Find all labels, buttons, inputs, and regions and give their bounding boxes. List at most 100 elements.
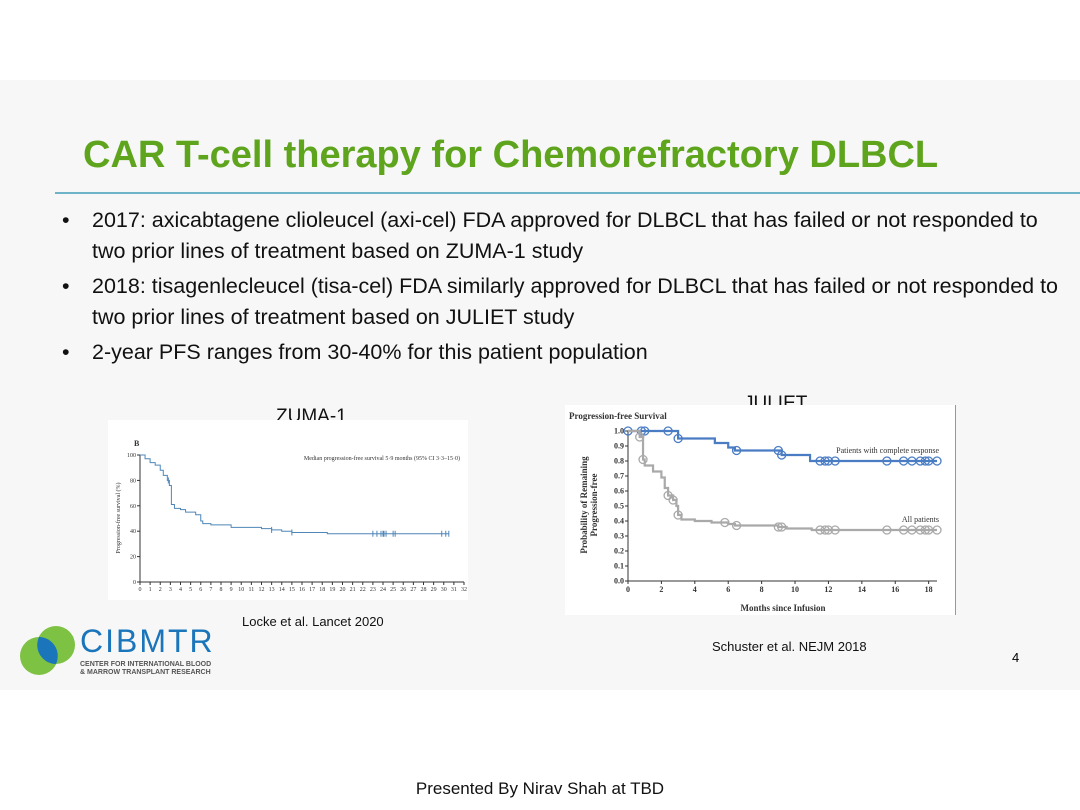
x-tick-label: 8	[760, 585, 764, 594]
censor-mark	[668, 495, 678, 505]
chart-annotation: Median progression-free survival 5·9 mon…	[304, 455, 460, 462]
x-tick-label: 28	[421, 587, 427, 593]
y-tick-label: 1.0	[614, 427, 624, 436]
juliet-chart: 0 2 4 6 8 10 12 14 16 18 0.0 0.1 0.2 0.3 0.4 0.5 0.6 0.7 0…	[565, 405, 955, 615]
x-tick-label: 6	[199, 587, 202, 593]
bullet-item: 2-year PFS ranges from 30-40% for this p…	[62, 337, 1062, 368]
logo-name: CIBMTR	[80, 623, 215, 659]
x-tick-label: 18	[319, 587, 325, 593]
censor-mark	[823, 456, 834, 466]
censor-mark	[882, 525, 892, 535]
logo-tagline: CENTER FOR INTERNATIONAL BLOOD	[80, 661, 212, 668]
x-tick-label: 3	[169, 587, 172, 593]
x-tick-label: 4	[179, 587, 182, 593]
y-tick-label: 0.2	[614, 547, 624, 556]
x-tick-label: 18	[925, 585, 933, 594]
censor-mark	[830, 456, 840, 466]
censor-mark	[638, 454, 648, 465]
y-tick-label: 0.5	[614, 502, 624, 511]
x-tick-label: 30	[441, 587, 447, 593]
zuma-chart: 0 1 2 3 4 5 6 7 8 9 10 11 12 13 14 15 16 17 18 19 20 21 22 23 24…	[108, 420, 468, 600]
x-tick-label: 1	[149, 587, 152, 593]
y-tick-label: 0.9	[614, 442, 624, 451]
km-curve	[628, 429, 937, 532]
censor-mark	[635, 432, 645, 442]
logo-tagline: & MARROW TRANSPLANT RESEARCH	[80, 669, 211, 676]
y-tick-label: 40	[130, 529, 136, 535]
x-tick-label: 9	[230, 587, 233, 593]
zuma-citation: Locke et al. Lancet 2020	[242, 614, 384, 629]
footer-text: Presented By Nirav Shah at TBD	[415, 779, 665, 798]
x-tick-label: 12	[259, 587, 265, 593]
x-tick-label: 11	[248, 587, 254, 593]
logo-circles-icon	[20, 626, 75, 675]
y-axis-label: Progression-free	[589, 474, 599, 537]
x-tick-label: 24	[380, 587, 386, 593]
y-tick-label: 0	[133, 580, 136, 586]
x-tick-label: 26	[400, 587, 406, 593]
censor-mark	[820, 525, 830, 535]
legend-label-all-patients: All patients	[902, 515, 939, 524]
censor-mark	[823, 525, 834, 535]
x-tick-label: 2	[159, 587, 162, 593]
y-tick-label: 0.4	[614, 517, 624, 526]
page-number: 4	[1012, 650, 1020, 665]
x-tick-label: 14	[279, 587, 285, 593]
y-axis-label: Progression-free survival (%)	[115, 483, 122, 554]
y-tick-label: 0.7	[614, 472, 624, 481]
y-tick-label: 0.6	[614, 487, 624, 496]
x-tick-label: 10	[791, 585, 799, 594]
x-tick-label: 6	[726, 585, 730, 594]
y-tick-label: 60	[130, 504, 136, 510]
censor-mark	[920, 525, 930, 535]
censor-mark	[773, 522, 783, 532]
x-tick-label: 7	[209, 587, 212, 593]
km-curve	[140, 454, 449, 535]
x-tick-label: 13	[269, 587, 275, 593]
juliet-citation: Schuster et al. NEJM 2018	[712, 639, 867, 654]
censor-mark	[673, 510, 683, 520]
x-tick-label: 21	[350, 587, 356, 593]
censor-mark	[882, 456, 892, 466]
x-tick-label: 31	[451, 587, 457, 593]
censor-mark	[731, 520, 742, 531]
censor-mark	[932, 456, 942, 466]
y-tick-label: 0.0	[614, 577, 624, 586]
x-tick-label: 20	[340, 587, 346, 593]
y-tick-label: 100	[127, 453, 136, 459]
x-tick-label: 16	[891, 585, 899, 594]
title-divider	[55, 192, 1080, 194]
x-tick-label: 10	[238, 587, 244, 593]
y-tick-label: 0.1	[614, 562, 624, 571]
juliet-border	[955, 405, 956, 615]
censor-mark	[673, 433, 683, 444]
censor-mark	[720, 517, 730, 528]
chart-title: Progression-free Survival	[569, 411, 667, 421]
km-curve	[628, 429, 937, 463]
x-tick-label: 32	[461, 587, 467, 593]
legend-label-complete-response: Patients with complete response	[836, 446, 939, 455]
x-tick-label: 22	[360, 587, 366, 593]
censor-mark	[830, 525, 840, 535]
panel-label: B	[134, 439, 140, 448]
x-tick-label: 25	[390, 587, 396, 593]
cibmtr-logo: CIBMTR CENTER FOR INTERNATIONAL BLOOD & …	[18, 623, 218, 677]
y-tick-label: 0.8	[614, 457, 624, 466]
x-tick-label: 0	[626, 585, 630, 594]
y-tick-label: 20	[130, 555, 136, 561]
x-tick-label: 19	[329, 587, 335, 593]
x-tick-label: 5	[189, 587, 192, 593]
y-axis-label: Probability of Remaining	[579, 456, 589, 554]
bullet-list: 2017: axicabtagene clioleucel (axi-cel) …	[62, 205, 1062, 372]
slide-title: CAR T-cell therapy for Chemorefractory D…	[83, 134, 939, 176]
bullet-item: 2017: axicabtagene clioleucel (axi-cel) …	[62, 205, 1062, 267]
x-tick-label: 17	[309, 587, 315, 593]
x-tick-label: 0	[139, 587, 142, 593]
censor-mark	[777, 522, 787, 532]
x-tick-label: 2	[659, 585, 663, 594]
y-tick-label: 80	[130, 478, 136, 484]
censor-mark	[932, 525, 942, 535]
y-tick-label: 0.3	[614, 532, 624, 541]
x-tick-label: 8	[220, 587, 223, 593]
censor-mark	[731, 445, 742, 456]
